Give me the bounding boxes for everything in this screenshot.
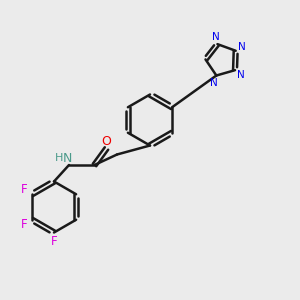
Text: F: F bbox=[51, 235, 57, 248]
Text: F: F bbox=[21, 183, 27, 196]
Text: N: N bbox=[212, 32, 219, 42]
Text: O: O bbox=[102, 135, 111, 148]
Text: N: N bbox=[210, 78, 218, 88]
Text: F: F bbox=[21, 218, 27, 231]
Text: N: N bbox=[237, 70, 245, 80]
Text: N: N bbox=[63, 152, 72, 165]
Text: N: N bbox=[238, 42, 246, 52]
Text: H: H bbox=[55, 153, 64, 164]
